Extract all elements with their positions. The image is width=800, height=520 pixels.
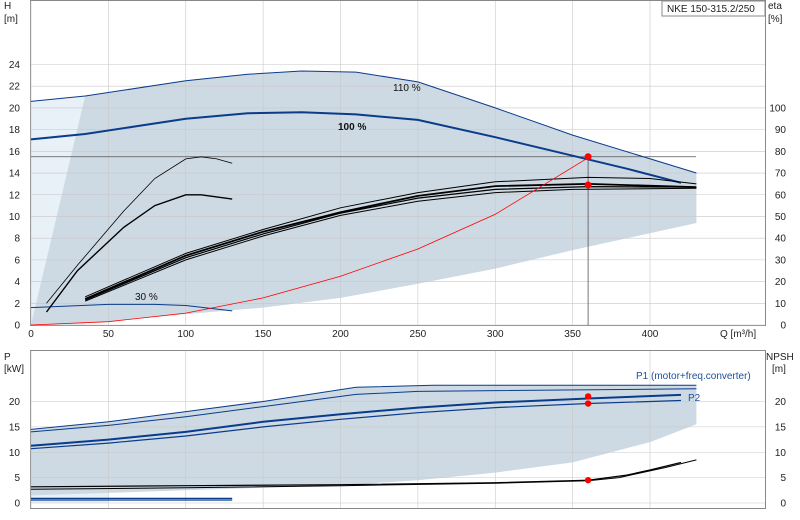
series-p1-100	[30, 393, 682, 447]
top-y2-tick-label: 10	[775, 299, 787, 310]
power-duty-point	[584, 393, 592, 400]
series-p1-110	[30, 384, 697, 430]
top-x-axis-label: Q [m³/h]	[720, 329, 756, 340]
annotation-p1: P1 (motor+freq.converter)	[636, 371, 751, 382]
bottom-y-left-label-line1: P	[4, 352, 11, 363]
top-x-tick-label: 400	[642, 329, 659, 340]
top-y-tick-label: 10	[9, 212, 21, 223]
bottom-y2-tick-label: 0	[780, 499, 786, 510]
bottom-y-right-label-line2: [m]	[772, 364, 786, 375]
top-y-right-label-line1: eta	[768, 1, 782, 12]
top-x-tick-label: 300	[487, 329, 504, 340]
annotation-100-percent: 100 %	[338, 122, 366, 133]
top-y2-tick-label: 0	[780, 321, 786, 332]
top-y2-tick-label: 20	[775, 277, 787, 288]
top-y-right-label-line2: [%]	[768, 14, 783, 25]
top-y-tick-label: 6	[14, 255, 20, 266]
series-head-min	[30, 303, 233, 312]
series-eta-100-b	[84, 185, 697, 301]
bottom-y2-tick-label: 10	[775, 448, 787, 459]
top-x-tick-label: 100	[177, 329, 194, 340]
bottom-y-tick-label: 0	[14, 499, 20, 510]
bottom-y-tick-label: 10	[9, 448, 21, 459]
top-plot-layer: 0 50 100 150 200 250 300 350 4000246810121416182…	[9, 1, 787, 340]
top-y2-tick-label: 30	[775, 255, 787, 266]
top-y-left-label-line1: H	[4, 1, 11, 12]
top-x-tick-label: 250	[410, 329, 427, 340]
top-y-left-label-line2: [m]	[4, 14, 18, 25]
top-y-tick-label: 12	[9, 190, 21, 201]
bottom-y2-tick-label: 5	[780, 473, 786, 484]
bottom-y-right-label-line1: NPSH	[766, 352, 794, 363]
series-eta-110	[85, 176, 697, 298]
top-y2-tick-label: 90	[775, 125, 787, 136]
annotation-30-percent: 30 %	[135, 292, 158, 303]
top-y-tick-label: 0	[14, 321, 20, 332]
top-y-tick-label: 20	[9, 103, 21, 114]
top-operating-band	[31, 71, 697, 325]
top-y2-tick-label: 50	[775, 212, 787, 223]
top-panel: H [m] eta [%] Q [m³/h] NKE 150-315.2/250…	[4, 0, 787, 340]
bottom-y2-tick-label: 20	[775, 397, 787, 408]
bottom-panel-frame	[30, 350, 766, 509]
top-y-tick-label: 18	[9, 125, 21, 136]
top-x-tick-label: 50	[103, 329, 115, 340]
top-y-tick-label: 2	[14, 299, 20, 310]
top-y2-tick-label: 40	[775, 234, 787, 245]
bottom-y2-tick-label: 15	[775, 422, 787, 433]
top-y-tick-label: 14	[9, 169, 21, 180]
top-y2-tick-label: 60	[775, 190, 787, 201]
series-head-100	[30, 111, 682, 184]
bottom-y-tick-label: 5	[14, 473, 20, 484]
top-y2-tick-label: 80	[775, 147, 787, 158]
top-x-tick-label: 350	[564, 329, 581, 340]
top-panel-frame	[30, 0, 766, 326]
series-head-partial-b	[45, 194, 233, 313]
top-x-tick-label: 0	[28, 329, 34, 340]
top-y-tick-label: 24	[9, 60, 21, 71]
bottom-y-tick-label: 20	[9, 397, 21, 408]
top-y-tick-label: 8	[14, 234, 20, 245]
series-p2-110	[30, 388, 697, 433]
duty-eta-point	[584, 181, 592, 189]
series-npsh-b	[30, 459, 697, 490]
annotation-110-percent: 110 %	[393, 83, 421, 94]
series-system-curve	[30, 157, 589, 326]
top-y2-tick-label: 100	[769, 104, 786, 115]
bottom-plot-layer: 0 5 10 15 20 0 5 10 15 20 P1 (motor+freq.converter…	[9, 351, 787, 510]
series-p2-100	[30, 399, 682, 450]
series-eta-100-a	[84, 182, 697, 300]
model-label: NKE 150-315.2/250	[667, 4, 755, 15]
top-y-tick-label: 4	[14, 277, 20, 288]
npsh-duty-point	[584, 476, 592, 484]
top-x-tick-label: 200	[332, 329, 349, 340]
model-label-box	[661, 0, 766, 17]
bottom-y-tick-label: 15	[9, 422, 21, 433]
bottom-y-left-label-line2: [kW]	[4, 364, 24, 375]
top-y-tick-label: 16	[9, 147, 21, 158]
duty-point	[584, 153, 592, 161]
series-eta-100-c	[85, 187, 697, 302]
top-y2-tick-label: 70	[775, 169, 787, 180]
series-head-partial-a	[46, 156, 233, 304]
power-duty-point	[584, 400, 592, 407]
series-head-110	[30, 70, 697, 174]
bottom-panel: P [kW] NPSH [m] 0 5 10 15 20 0 5 10 15 20 P1 (moto…	[4, 350, 794, 510]
annotation-p2: P2	[688, 393, 701, 404]
bottom-operating-band	[31, 385, 697, 496]
top-y-tick-label: 22	[9, 82, 21, 93]
top-x-tick-label: 150	[255, 329, 272, 340]
